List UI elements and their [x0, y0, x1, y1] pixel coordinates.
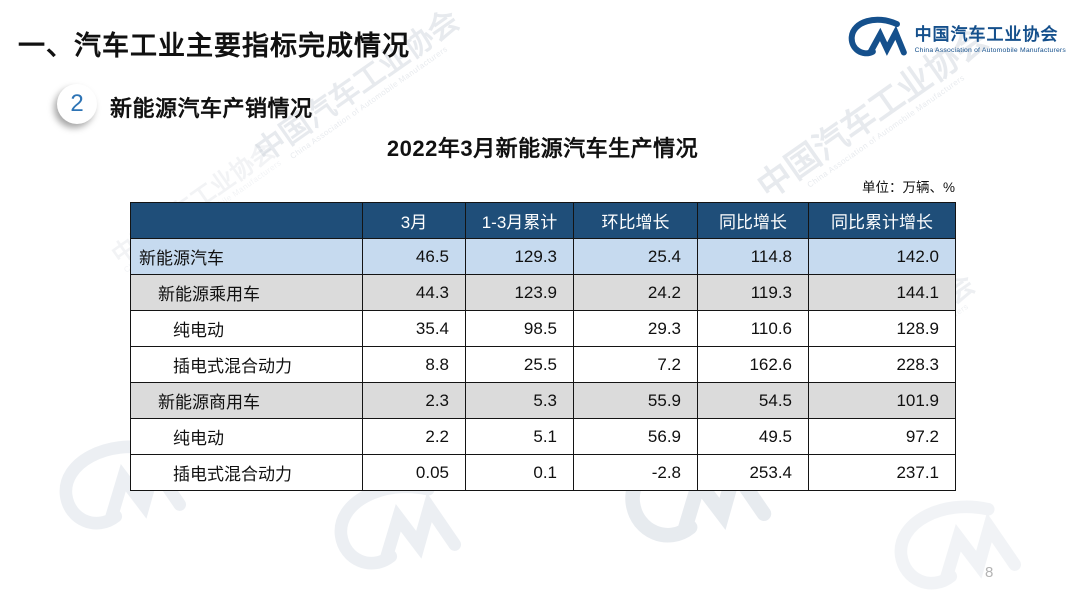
- row-label-cell: 新能源商用车: [130, 382, 363, 419]
- value-cell: 129.3: [465, 238, 574, 275]
- table-header-row: 3月 1-3月累计 环比增长 同比增长 同比累计增长: [130, 202, 956, 239]
- value-cell: 46.5: [362, 238, 466, 275]
- value-cell: 29.3: [573, 310, 698, 347]
- value-cell: 123.9: [465, 274, 574, 311]
- value-cell: 56.9: [573, 418, 698, 455]
- table-header-cell: 1-3月累计: [465, 202, 574, 239]
- row-label-cell: 纯电动: [130, 418, 363, 455]
- row-label-cell: 插电式混合动力: [130, 454, 363, 491]
- value-cell: 0.05: [362, 454, 466, 491]
- value-cell: 228.3: [808, 346, 956, 383]
- value-cell: 2.3: [362, 382, 466, 419]
- value-cell: 2.2: [362, 418, 466, 455]
- value-cell: 162.6: [697, 346, 809, 383]
- table-header-cell-label: [130, 202, 363, 239]
- logo-name-cn: 中国汽车工业协会: [914, 25, 1059, 44]
- watermark-logo-icon: [882, 487, 1027, 600]
- value-cell: 5.1: [465, 418, 574, 455]
- section-number-badge: 2: [57, 84, 97, 124]
- value-cell: 44.3: [362, 274, 466, 311]
- value-cell: 101.9: [808, 382, 956, 419]
- table-header-cell: 同比累计增长: [808, 202, 956, 239]
- table-header-cell: 同比增长: [697, 202, 809, 239]
- value-cell: 8.8: [362, 346, 466, 383]
- production-table: 3月 1-3月累计 环比增长 同比增长 同比累计增长 新能源汽车 46.5 129.3 25.…: [130, 202, 956, 491]
- value-cell: 98.5: [465, 310, 574, 347]
- value-cell: 54.5: [697, 382, 809, 419]
- value-cell: 142.0: [808, 238, 956, 275]
- value-cell: 5.3: [465, 382, 574, 419]
- unit-note: 单位：万辆、%: [861, 180, 955, 195]
- section-title: 新能源汽车产销情况: [110, 96, 313, 121]
- page-number: 8: [985, 564, 994, 581]
- table-title: 2022年3月新能源汽车生产情况: [386, 136, 699, 161]
- table-header-cell: 环比增长: [573, 202, 698, 239]
- value-cell: 237.1: [808, 454, 956, 491]
- value-cell: 144.1: [808, 274, 956, 311]
- value-cell: 114.8: [697, 238, 809, 275]
- logo-name-en: China Association of Automobile Manufact…: [914, 47, 1066, 54]
- value-cell: 110.6: [697, 310, 809, 347]
- table-row: 纯电动 2.2 5.1 56.9 49.5 97.2: [130, 418, 956, 455]
- row-label-cell: 插电式混合动力: [130, 346, 363, 383]
- table-row: 新能源乘用车 44.3 123.9 24.2 119.3 144.1: [130, 274, 956, 311]
- row-label-cell: 纯电动: [130, 310, 363, 347]
- value-cell: 49.5: [697, 418, 809, 455]
- value-cell: 55.9: [573, 382, 698, 419]
- row-label-cell: 新能源乘用车: [130, 274, 363, 311]
- table-row: 新能源商用车 2.3 5.3 55.9 54.5 101.9: [130, 382, 956, 419]
- page-title: 一、汽车工业主要指标完成情况: [18, 31, 410, 61]
- table-row: 插电式混合动力 0.05 0.1 -2.8 253.4 237.1: [130, 454, 956, 491]
- value-cell: 97.2: [808, 418, 956, 455]
- value-cell: 25.4: [573, 238, 698, 275]
- row-label-cell: 新能源汽车: [130, 238, 363, 275]
- value-cell: 253.4: [697, 454, 809, 491]
- caam-logo-icon: [847, 16, 909, 58]
- table-row: 纯电动 35.4 98.5 29.3 110.6 128.9: [130, 310, 956, 347]
- value-cell: 24.2: [573, 274, 698, 311]
- value-cell: 0.1: [465, 454, 574, 491]
- caam-logo: 中国汽车工业协会 China Association of Automobile…: [847, 16, 1066, 58]
- table-header-cell: 3月: [362, 202, 466, 239]
- value-cell: 128.9: [808, 310, 956, 347]
- table-row: 新能源汽车 46.5 129.3 25.4 114.8 142.0: [130, 238, 956, 275]
- value-cell: 7.2: [573, 346, 698, 383]
- value-cell: 35.4: [362, 310, 466, 347]
- value-cell: -2.8: [573, 454, 698, 491]
- value-cell: 119.3: [697, 274, 809, 311]
- table-row: 插电式混合动力 8.8 25.5 7.2 162.6 228.3: [130, 346, 956, 383]
- value-cell: 25.5: [465, 346, 574, 383]
